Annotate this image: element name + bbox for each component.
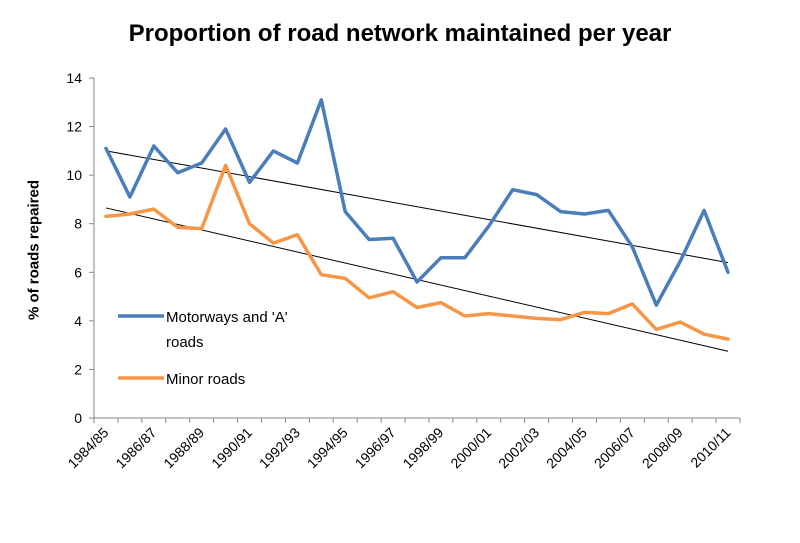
x-tick-label: 2000/01 (447, 424, 494, 471)
y-tick-label: 0 (74, 410, 82, 426)
legend-label: Minor roads (166, 371, 245, 388)
x-tick-label: 2002/03 (495, 424, 542, 471)
y-tick-label: 10 (66, 167, 82, 183)
y-tick-label: 4 (74, 313, 82, 329)
legend: Motorways and 'A' roads Minor roads (118, 309, 288, 388)
x-tick-label: 2004/05 (543, 424, 590, 471)
y-tick-label: 8 (74, 216, 82, 232)
y-tick-label: 12 (66, 119, 82, 135)
x-tick-label: 2006/07 (591, 424, 638, 471)
chart-title: Proportion of road network maintained pe… (128, 20, 672, 47)
y-tick-label: 14 (66, 70, 82, 86)
x-tick-label: 1996/97 (352, 424, 399, 471)
series-line (104, 163, 730, 341)
x-tick-label: 1994/95 (304, 424, 351, 471)
x-tick-label: 1990/91 (208, 424, 255, 471)
y-tick-label: 2 (74, 361, 82, 377)
x-tick-label: 1984/85 (64, 424, 111, 471)
trendline (105, 150, 729, 264)
legend-label: Motorways and 'A' roads (166, 309, 288, 351)
x-tick-label: 1992/93 (256, 424, 303, 471)
x-tick-label: 2008/09 (639, 424, 686, 471)
x-tick-label: 1988/89 (160, 424, 207, 471)
series-lines (104, 98, 730, 341)
x-tick-label: 1998/99 (399, 424, 446, 471)
series-line (104, 98, 730, 307)
axes (89, 77, 741, 423)
x-tick-label: 2010/11 (687, 424, 734, 471)
y-tick-label: 6 (74, 264, 82, 280)
x-tick-label: 1986/87 (112, 424, 159, 471)
